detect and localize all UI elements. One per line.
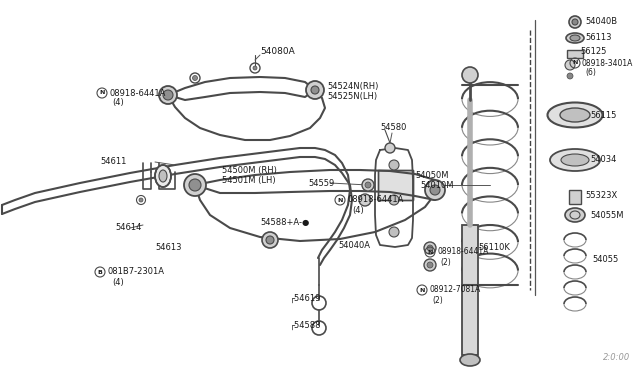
Text: 54501M (LH): 54501M (LH) [222,176,276,185]
Circle shape [565,60,575,70]
Text: 54034: 54034 [590,155,616,164]
Circle shape [163,90,173,100]
Circle shape [424,242,436,254]
Text: 08918-3401A: 08918-3401A [582,58,634,67]
Ellipse shape [566,33,584,43]
Text: ┌54619: ┌54619 [290,294,321,302]
Text: 54611: 54611 [100,157,126,167]
Text: 08918-6441A: 08918-6441A [109,89,165,97]
Text: N: N [572,61,578,65]
Text: 54055M: 54055M [590,211,623,219]
Text: 54040A: 54040A [338,241,370,250]
Circle shape [253,66,257,70]
Text: N: N [428,250,433,254]
Bar [567,50,583,58]
Text: 54040B: 54040B [585,17,617,26]
Circle shape [572,19,578,25]
Bar [462,225,478,355]
Text: 2:0:00: 2:0:00 [603,353,630,362]
Text: 081B7-2301A: 081B7-2301A [107,267,164,276]
Text: 08918-6441A: 08918-6441A [347,196,403,205]
Text: 54050M: 54050M [415,170,449,180]
Text: 54080A: 54080A [260,48,295,57]
Bar [569,190,581,204]
Circle shape [266,236,274,244]
Circle shape [139,198,143,202]
Ellipse shape [560,108,590,122]
Ellipse shape [565,208,585,222]
Circle shape [430,185,440,195]
Text: 55323X: 55323X [585,190,617,199]
Circle shape [389,195,399,205]
Circle shape [425,180,445,200]
Text: 08912-7081A: 08912-7081A [429,285,480,295]
Circle shape [306,81,324,99]
Text: (4): (4) [112,99,124,108]
Text: N: N [419,288,425,292]
Circle shape [362,179,374,191]
Circle shape [262,232,278,248]
Circle shape [365,182,371,188]
Circle shape [427,245,433,251]
Text: 54559: 54559 [308,179,334,187]
Text: (4): (4) [352,205,364,215]
Circle shape [567,73,573,79]
Circle shape [193,76,198,80]
Text: ┌54588: ┌54588 [290,320,321,330]
Text: 54055: 54055 [592,256,618,264]
Ellipse shape [155,165,171,187]
Circle shape [159,86,177,104]
Text: N: N [337,198,342,202]
Ellipse shape [550,149,600,171]
Text: 08918-6441A: 08918-6441A [437,247,488,257]
Text: 56110K: 56110K [478,244,510,253]
Circle shape [311,86,319,94]
Text: B: B [97,269,102,275]
Text: 54580: 54580 [380,124,406,132]
Text: (2): (2) [432,295,443,305]
Circle shape [569,16,581,28]
Text: N: N [99,90,105,96]
Circle shape [462,67,478,83]
Bar [378,170,413,200]
Text: 56115: 56115 [590,110,616,119]
Text: 54525N(LH): 54525N(LH) [327,93,377,102]
Ellipse shape [460,354,480,366]
Bar [378,170,413,200]
Text: 56125: 56125 [580,48,606,57]
Circle shape [424,259,436,271]
Text: 54613: 54613 [155,244,182,253]
Circle shape [389,227,399,237]
Circle shape [189,179,201,191]
Ellipse shape [570,35,580,41]
Circle shape [184,174,206,196]
Text: 54614: 54614 [115,224,141,232]
Circle shape [385,143,395,153]
Text: (2): (2) [440,257,451,266]
Text: (6): (6) [585,68,596,77]
Circle shape [359,194,371,206]
Text: 54588+A-●: 54588+A-● [260,218,309,227]
Text: 54010M: 54010M [420,180,454,189]
Ellipse shape [159,170,167,182]
Text: 56113: 56113 [585,33,611,42]
Circle shape [389,160,399,170]
Ellipse shape [561,154,589,166]
Text: 54500M (RH): 54500M (RH) [222,166,277,174]
Ellipse shape [547,103,602,128]
Text: (4): (4) [112,278,124,286]
Text: 54524N(RH): 54524N(RH) [327,83,378,92]
Circle shape [427,262,433,268]
